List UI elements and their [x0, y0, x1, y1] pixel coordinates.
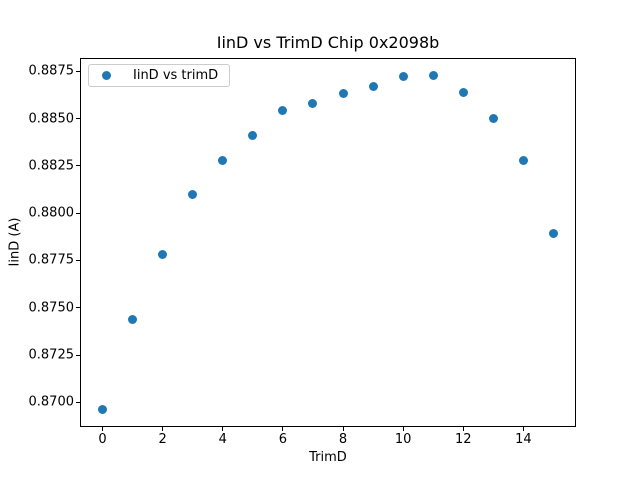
scatter-point [278, 106, 288, 116]
x-tick-label: 6 [278, 432, 288, 447]
x-tick-label: 2 [158, 432, 167, 447]
scatter-point [398, 72, 408, 82]
x-tick-label: 8 [338, 432, 348, 447]
chart-title: IinD vs TrimD Chip 0x2098b [216, 33, 440, 52]
y-tick-label: 0.8700 [28, 394, 75, 410]
scatter-point [548, 229, 558, 239]
scatter-point [98, 405, 108, 415]
x-tick [162, 427, 164, 431]
y-tick-label: 0.8800 [28, 205, 75, 221]
x-tick [282, 427, 284, 431]
scatter-point [428, 70, 438, 80]
y-tick [76, 354, 80, 356]
y-tick [76, 165, 80, 167]
scatter-point [188, 189, 198, 199]
scatter-point [218, 155, 228, 165]
scatter-point [158, 250, 168, 260]
y-tick [76, 70, 80, 72]
x-tick [522, 427, 524, 431]
x-tick [402, 427, 404, 431]
y-tick [76, 401, 80, 403]
scatter-point [488, 114, 498, 124]
y-tick [76, 118, 80, 120]
scatter-point [128, 314, 138, 324]
x-tick [102, 427, 104, 431]
y-tick-label: 0.8750 [28, 300, 75, 316]
x-tick-label: 4 [218, 432, 227, 447]
scatter-point [248, 131, 258, 141]
y-tick-label: 0.8825 [28, 158, 75, 174]
y-tick [76, 212, 80, 214]
y-tick-label: 0.8875 [28, 63, 75, 79]
x-tick [462, 427, 464, 431]
legend-label: IinD vs trimD [133, 68, 219, 83]
scatter-point [518, 155, 528, 165]
x-tick-label: 10 [394, 432, 412, 447]
y-tick-label: 0.8725 [28, 347, 75, 363]
y-tick-label: 0.8775 [28, 252, 75, 268]
y-tick-label: 0.8850 [28, 111, 75, 127]
legend: IinD vs trimD [88, 64, 231, 87]
scatter-point [368, 81, 378, 91]
scatter-point [308, 98, 318, 108]
x-tick-label: 14 [515, 432, 532, 447]
plot-area [80, 58, 576, 427]
y-tick [76, 259, 80, 261]
legend-marker-dot [102, 71, 111, 80]
x-tick [342, 427, 344, 431]
scatter-point [458, 87, 468, 97]
x-tick-label: 0 [98, 432, 107, 447]
x-tick [222, 427, 224, 431]
x-tick-label: 12 [454, 432, 472, 447]
scatter-point [338, 89, 348, 99]
x-axis-label: TrimD [309, 450, 347, 465]
y-tick [76, 307, 80, 309]
